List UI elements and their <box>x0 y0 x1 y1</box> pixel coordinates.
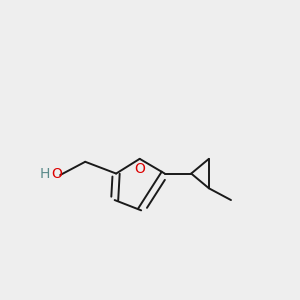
Text: O: O <box>134 162 145 176</box>
Text: H: H <box>40 167 50 181</box>
Text: O: O <box>51 167 62 181</box>
